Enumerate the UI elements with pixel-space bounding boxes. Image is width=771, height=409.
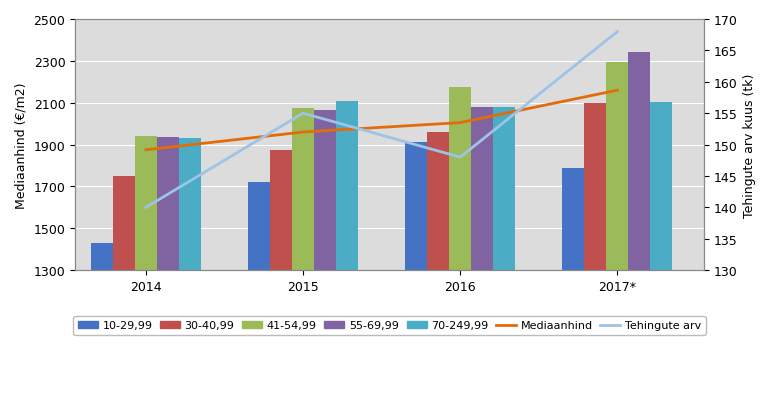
- Bar: [406, 143, 427, 409]
- Bar: [584, 103, 607, 409]
- Bar: [628, 53, 651, 409]
- Bar: [336, 101, 358, 409]
- Bar: [449, 88, 471, 409]
- Bar: [314, 111, 336, 409]
- Bar: [427, 133, 449, 409]
- Bar: [562, 168, 584, 409]
- Bar: [607, 63, 628, 409]
- Y-axis label: Tehingute arv kuus (tk): Tehingute arv kuus (tk): [743, 73, 756, 217]
- Bar: [471, 108, 493, 409]
- Bar: [179, 139, 201, 409]
- Bar: [270, 151, 292, 409]
- Bar: [157, 138, 179, 409]
- Bar: [91, 243, 113, 409]
- Bar: [292, 109, 314, 409]
- Bar: [113, 177, 135, 409]
- Bar: [248, 183, 270, 409]
- Bar: [493, 108, 515, 409]
- Legend: 10-29,99, 30-40,99, 41-54,99, 55-69,99, 70-249,99, Mediaanhind, Tehingute arv: 10-29,99, 30-40,99, 41-54,99, 55-69,99, …: [73, 316, 705, 335]
- Bar: [135, 137, 157, 409]
- Y-axis label: Mediaanhind (€/m2): Mediaanhind (€/m2): [15, 82, 28, 208]
- Bar: [651, 102, 672, 409]
